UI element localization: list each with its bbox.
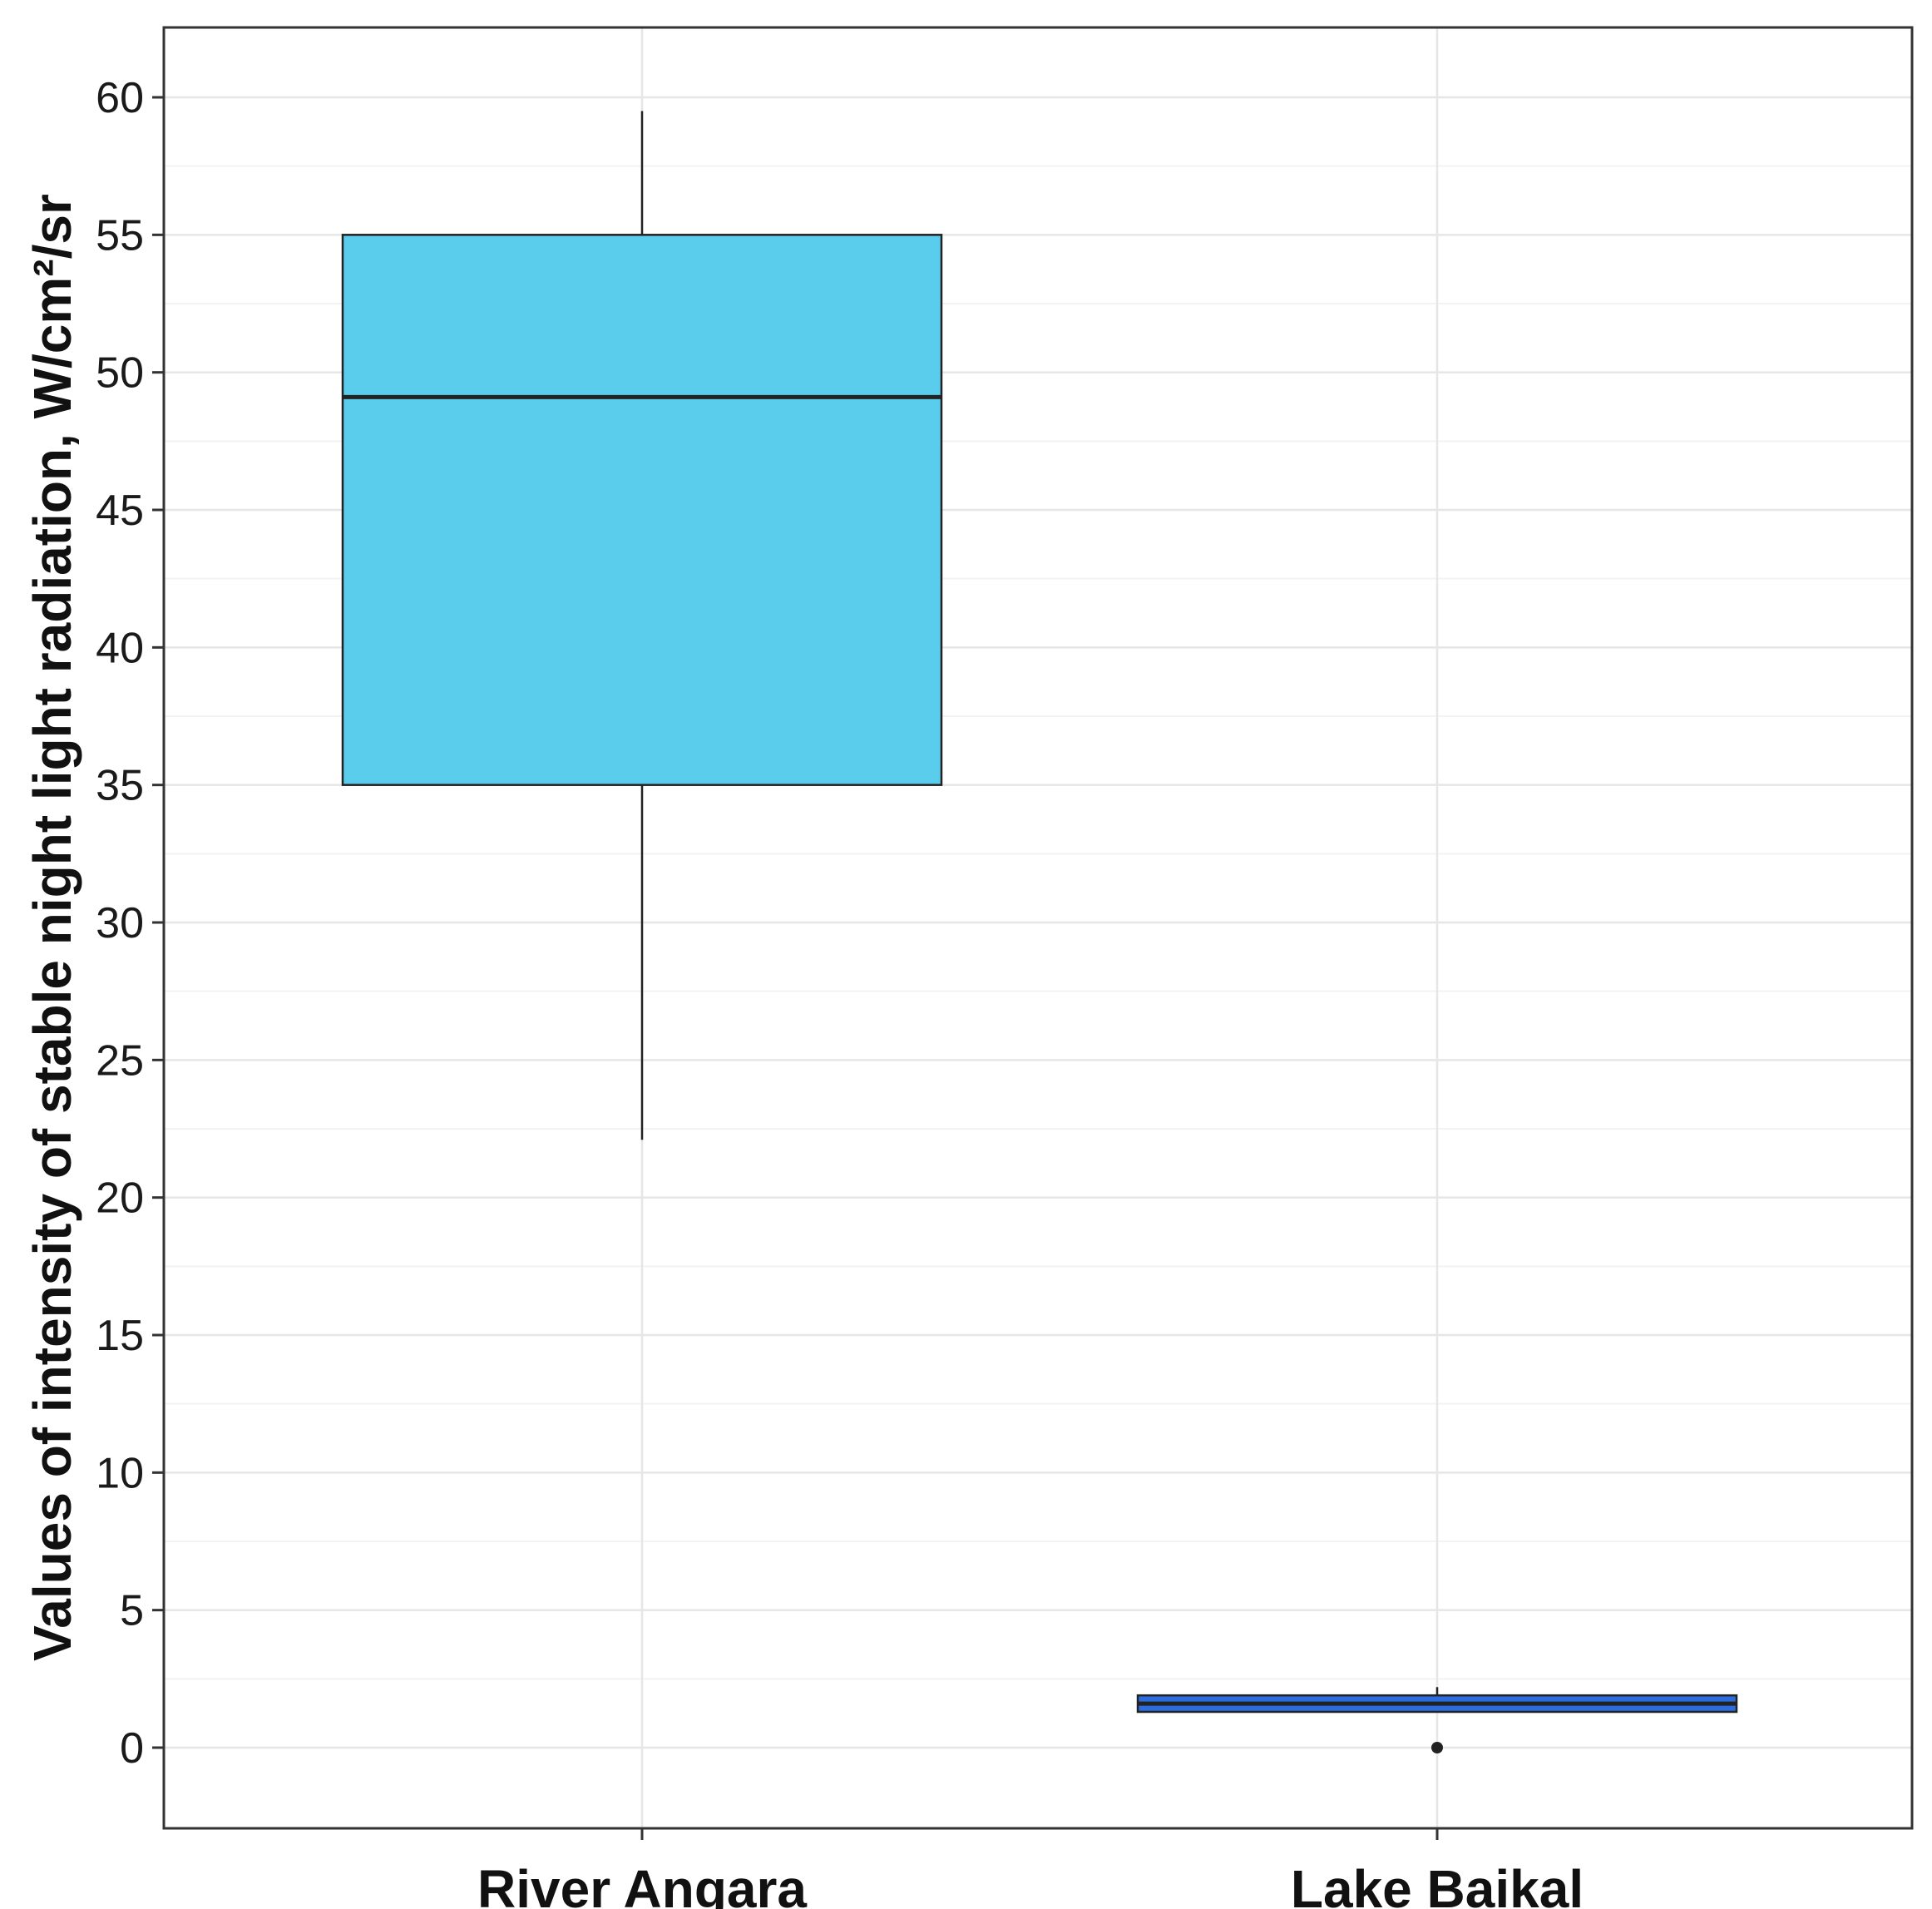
y-axis: 0 5 10 15 20 25 30 35 40 45 50 55 60 — [96, 74, 164, 1773]
y-tick-label: 5 — [120, 1587, 144, 1635]
x-axis: River Angara Lake Baikal — [477, 1828, 1584, 1909]
y-tick-label: 60 — [96, 74, 144, 122]
outlier-point — [1431, 1742, 1443, 1753]
y-tick-label: 25 — [96, 1036, 144, 1085]
box-group — [1136, 1687, 1738, 1753]
x-tick-label: Lake Baikal — [1291, 1859, 1584, 1909]
box-series — [341, 111, 1738, 1753]
y-tick-label: 20 — [96, 1175, 144, 1223]
plot-border — [162, 26, 1914, 1830]
box-iqr — [341, 234, 943, 786]
y-axis-title: Values of intensity of stable night ligh… — [22, 194, 82, 1661]
y-tick-label: 10 — [96, 1449, 144, 1497]
y-tick-label: 40 — [96, 624, 144, 672]
y-tick-label: 35 — [96, 762, 144, 810]
y-tick-label: 30 — [96, 899, 144, 947]
y-tick-label: 45 — [96, 487, 144, 535]
box-group — [341, 111, 943, 1140]
y-tick-label: 50 — [96, 349, 144, 398]
y-tick-label: 0 — [120, 1724, 144, 1773]
y-tick-label: 55 — [96, 211, 144, 260]
x-tick-label: River Angara — [477, 1859, 807, 1909]
y-tick-label: 15 — [96, 1312, 144, 1360]
